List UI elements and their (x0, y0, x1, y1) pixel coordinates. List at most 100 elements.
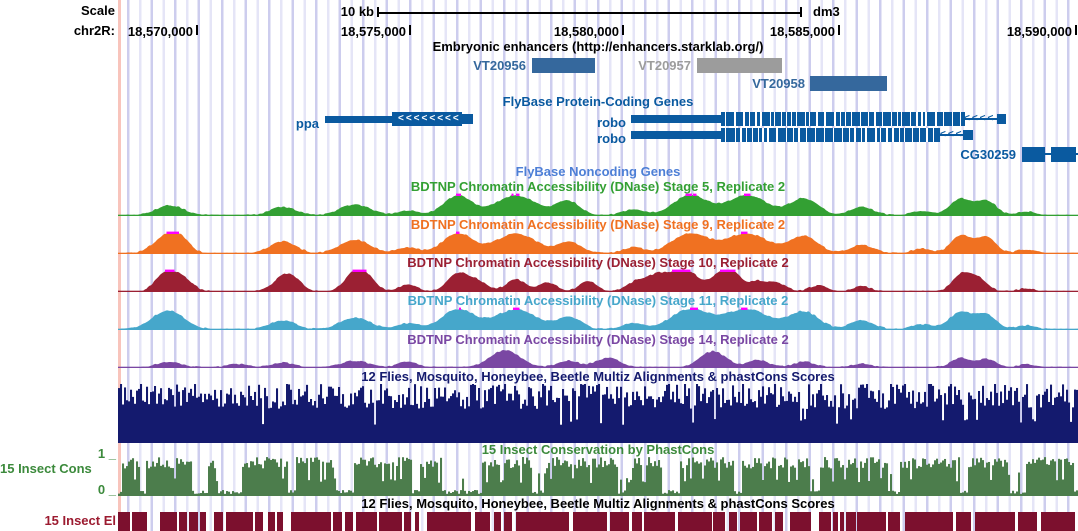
exon-gap (725, 112, 727, 126)
wiggle-track-stage-14[interactable] (118, 346, 1078, 368)
exon-gap (751, 128, 753, 142)
exon-gap (867, 112, 870, 126)
ruler-tick-label: 18,585,000 (769, 24, 835, 39)
wiggle-track-stage-11[interactable] (118, 307, 1078, 330)
exon-gap (901, 112, 903, 126)
exon-gap (879, 128, 882, 142)
gene-strand-arrows: <<< (940, 129, 964, 140)
gene-exon[interactable] (325, 116, 392, 123)
exon-gap (839, 112, 842, 126)
noncoding-genes-track-title[interactable]: FlyBase Noncoding Genes (515, 164, 681, 179)
gene-exon[interactable] (1022, 147, 1045, 162)
gene-intron-line (938, 134, 964, 136)
exon-gap (824, 112, 826, 126)
exon-gap (758, 128, 760, 142)
multiz-track-title[interactable]: 12 Flies, Mosquito, Honeybee, Beetle Mul… (361, 369, 835, 384)
ruler-tick-label: 18,590,000 (1006, 24, 1072, 39)
enhancers-track-title[interactable]: Embryonic enhancers (http://enhancers.st… (432, 39, 764, 54)
ruler-tick-mark (838, 25, 840, 35)
gene-strand-arrows: <<<<<<<< (398, 113, 461, 124)
gene-exon[interactable] (462, 114, 473, 124)
ruler-tick-mark (409, 25, 411, 35)
enhancer-box[interactable] (810, 76, 887, 91)
exon-gap (898, 128, 900, 142)
phastcons-left-label[interactable]: 15 Insect Cons (0, 461, 92, 476)
gene-exon[interactable] (631, 131, 721, 139)
gene-exon[interactable] (392, 112, 462, 126)
wiggle-track-stage-10[interactable] (118, 269, 1078, 292)
gene-label: robo (597, 131, 626, 146)
wiggle-track-stage-9[interactable] (118, 231, 1078, 254)
phastcons-track-title[interactable]: 15 Insect Conservation by PhastCons (481, 442, 715, 457)
exon-gap (809, 112, 811, 126)
exon-gap (725, 128, 727, 142)
exon-gap (861, 128, 863, 142)
exon-gap (911, 128, 914, 142)
exon-gap (854, 128, 856, 142)
enhancer-box[interactable] (532, 58, 595, 73)
exon-gap (942, 112, 945, 126)
track-title-stage-9[interactable]: BDTNP Chromatin Accessibility (DNase) St… (410, 217, 786, 232)
exon-gap (918, 128, 921, 142)
exon-gap (769, 112, 772, 126)
ruler-tick-mark (196, 25, 198, 35)
phastcons-track[interactable] (118, 455, 1078, 496)
track-title-stage-14[interactable]: BDTNP Chromatin Accessibility (DNase) St… (407, 332, 789, 347)
elements-left-label[interactable]: 15 Insect El (44, 513, 116, 528)
exon-gap (804, 112, 807, 126)
exon-gap (874, 112, 876, 126)
insect-elements-track[interactable] (118, 512, 1078, 531)
exon-gap (886, 128, 888, 142)
exon-gap (793, 128, 795, 142)
ruler-tick-mark (622, 25, 624, 35)
exon-gap (760, 112, 762, 126)
exon-gap (916, 112, 918, 126)
gene-exon[interactable] (1051, 147, 1076, 162)
track-title-stage-10[interactable]: BDTNP Chromatin Accessibility (DNase) St… (407, 255, 789, 270)
exon-gap (844, 112, 846, 126)
exon-gap (773, 112, 776, 126)
exon-gap (909, 112, 912, 126)
ruler-tick-label: 18,575,000 (340, 24, 406, 39)
exon-gap (734, 112, 736, 126)
gene-exon[interactable] (631, 115, 721, 123)
scale-bar-left-tick (377, 7, 379, 17)
ruler-tick-label: 18,570,000 (127, 24, 193, 39)
exon-gap (875, 128, 877, 142)
exon-gap (748, 112, 751, 126)
exon-gap (865, 128, 867, 142)
protein-coding-genes-track-title[interactable]: FlyBase Protein-Coding Genes (502, 94, 694, 109)
exon-gap (850, 112, 853, 126)
exon-gap (881, 112, 884, 126)
exon-gap (891, 112, 893, 126)
gene-exon-cluster[interactable] (721, 128, 940, 142)
enhancer-label: VT20957 (638, 58, 691, 73)
gene-strand-arrows: <<<< (964, 113, 996, 124)
ruler-tick-label: 18,580,000 (553, 24, 619, 39)
track-title-stage-5[interactable]: BDTNP Chromatin Accessibility (DNase) St… (410, 179, 786, 194)
gene-exon-cluster[interactable] (721, 112, 965, 126)
exon-gap (951, 112, 954, 126)
exon-gap (896, 112, 899, 126)
exon-gap (755, 112, 757, 126)
gene-exon[interactable] (963, 130, 973, 140)
gene-intron-line (963, 118, 997, 120)
enhancer-label: VT20958 (752, 76, 805, 91)
phastcons-axis-min: 0 _ (97, 482, 116, 497)
gene-exon[interactable] (997, 114, 1006, 124)
elements-track-title[interactable]: 12 Flies, Mosquito, Honeybee, Beetle Mul… (361, 496, 835, 511)
scale-bar-right-tick (800, 7, 802, 17)
enhancer-box[interactable] (697, 58, 782, 73)
exon-gap (743, 112, 745, 126)
exon-gap (816, 112, 818, 126)
wiggle-track-stage-5[interactable] (118, 193, 1078, 216)
exon-gap (805, 128, 807, 142)
exon-gap (746, 128, 748, 142)
exon-gap (734, 128, 737, 142)
multiz-track[interactable] (118, 383, 1078, 443)
scalebar-kb-label: 10 kb (340, 4, 374, 19)
track-title-stage-11[interactable]: BDTNP Chromatin Accessibility (DNase) St… (407, 293, 789, 308)
exon-gap (859, 112, 862, 126)
exon-gap (834, 112, 836, 126)
